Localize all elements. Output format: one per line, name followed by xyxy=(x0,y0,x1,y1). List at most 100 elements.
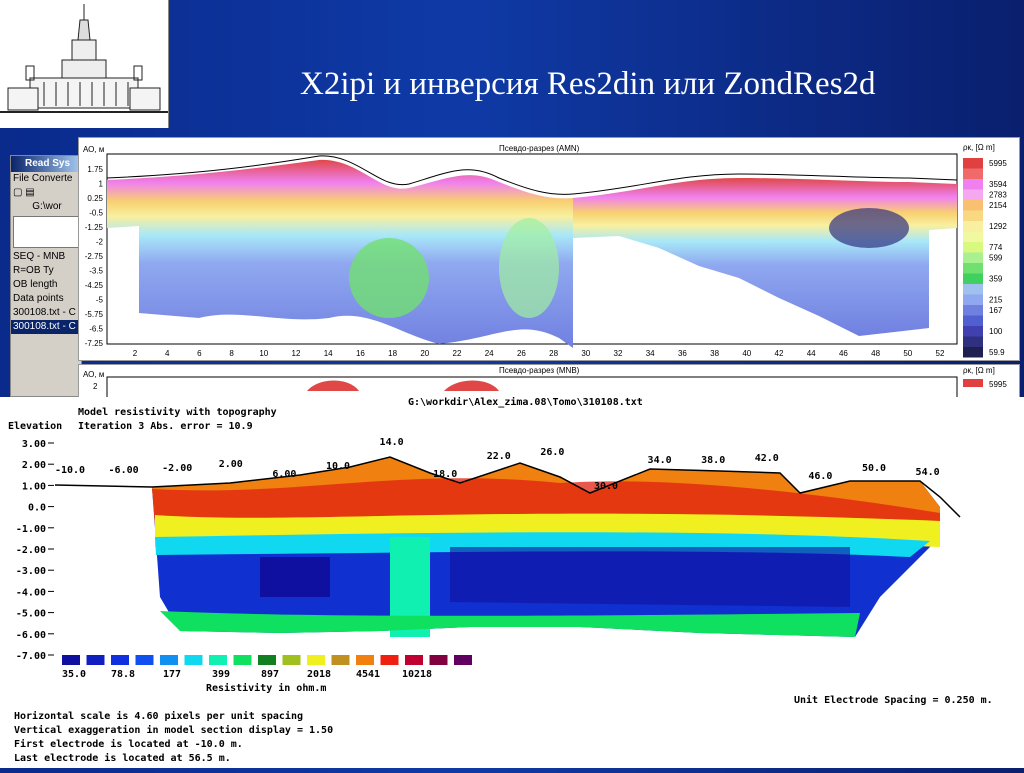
legend-title: ρк, [Ω m] xyxy=(963,143,995,152)
x-tick: 24 xyxy=(485,349,494,358)
topography-profile xyxy=(54,456,961,518)
hot-zone-1 xyxy=(307,380,359,391)
university-logo xyxy=(0,0,169,128)
legend-value: 100 xyxy=(989,327,1003,336)
electrode-label: 54.0 xyxy=(916,467,940,478)
legend-swatch xyxy=(963,294,983,305)
electrode-label: 42.0 xyxy=(755,453,779,464)
topography-line xyxy=(106,155,958,195)
seq-label: SEQ - MNB xyxy=(13,251,66,262)
elevation-tick: -2.00 xyxy=(16,545,46,556)
low-zone xyxy=(349,238,429,318)
elevation-tick: 3.00 xyxy=(22,439,46,450)
x-tick: 2 xyxy=(133,349,138,358)
electrode-label: -2.00 xyxy=(162,463,192,474)
menu-bar[interactable]: File Converte xyxy=(11,172,81,186)
model-resistivity-plot: G:\workdir\Alex_zima.08\Tomo\310108.txt … xyxy=(8,396,993,764)
y-tick: -4.25 xyxy=(85,281,104,290)
legend-value: 215 xyxy=(989,296,1003,305)
new-file-icon[interactable]: ▢ xyxy=(13,187,23,198)
x-tick: 52 xyxy=(936,349,945,358)
ob-type-label: R=OB Ty xyxy=(13,265,54,276)
note-vertical-exaggeration: Vertical exaggeration in model section d… xyxy=(14,724,333,736)
legend-value: 1292 xyxy=(989,222,1007,231)
legend-title-2: ρк, [Ω m] xyxy=(963,366,995,375)
legend-value: 774 xyxy=(989,243,1003,252)
resistivity-swatch xyxy=(454,655,472,665)
electrode-label: 30.0 xyxy=(594,481,618,492)
iteration-label: Iteration 3 Abs. error = 10.9 xyxy=(78,420,253,432)
resistivity-area-right xyxy=(573,178,957,336)
y-tick: 0.25 xyxy=(87,194,103,203)
x-tick: 44 xyxy=(807,349,816,358)
x-tick: 38 xyxy=(710,349,719,358)
menu-file[interactable]: File xyxy=(13,173,30,184)
legend-value: 167 xyxy=(989,306,1003,315)
legend-value: 2154 xyxy=(989,201,1007,210)
x-tick: 16 xyxy=(356,349,365,358)
legend-swatch xyxy=(963,252,983,263)
x-tick: 42 xyxy=(775,349,784,358)
elevation-tick: 1.00 xyxy=(22,481,46,492)
read-sys-window[interactable]: Read Sys File Converte ▢ ▤ G:\wor SEQ - … xyxy=(10,155,82,397)
resistivity-swatch xyxy=(62,655,80,665)
elevation-tick: -7.00 xyxy=(16,651,46,662)
legend-swatch xyxy=(963,231,983,242)
x-tick: 36 xyxy=(678,349,687,358)
x-tick: 12 xyxy=(292,349,301,358)
x-tick: 40 xyxy=(742,349,751,358)
legend-value: 3594 xyxy=(989,180,1007,189)
x-tick: 4 xyxy=(165,349,170,358)
x-tick: 50 xyxy=(903,349,912,358)
note-horizontal-scale: Horizontal scale is 4.60 pixels per unit… xyxy=(14,710,303,722)
resistivity-swatch xyxy=(160,655,178,665)
file-list-item-selected[interactable]: 300108.txt - C xyxy=(11,320,81,334)
data-points-button[interactable]: Data points xyxy=(13,293,64,304)
legend-swatch-2 xyxy=(963,379,983,387)
path-box[interactable] xyxy=(13,216,79,248)
legend-value: 5995 xyxy=(989,159,1007,168)
electrode-label: 14.0 xyxy=(380,437,404,448)
legend-swatch xyxy=(963,168,983,179)
file-list-item[interactable]: 300108.txt - C xyxy=(13,307,76,318)
legend-value: 599 xyxy=(989,254,1003,263)
elevation-tick: -5.00 xyxy=(16,609,46,620)
x-tick: 6 xyxy=(197,349,202,358)
resistivity-swatch xyxy=(307,655,325,665)
legend-swatch xyxy=(963,263,983,274)
electrode-label: 22.0 xyxy=(487,451,511,462)
hot-zone-2 xyxy=(444,380,499,391)
slide-title: X2ipi и инверсия Res2din или ZondRes2d xyxy=(300,66,876,102)
x-tick: 26 xyxy=(517,349,526,358)
resistivity-value: 897 xyxy=(261,669,279,680)
legend-swatch xyxy=(963,284,983,295)
electrode-label: 2.00 xyxy=(219,459,243,470)
resistivity-swatch xyxy=(111,655,129,665)
resistivity-value: 177 xyxy=(163,669,181,680)
legend-swatch xyxy=(963,242,983,253)
legend-value: 59.9 xyxy=(989,348,1005,357)
x-tick: 28 xyxy=(549,349,558,358)
note-first-electrode: First electrode is located at -10.0 m. xyxy=(14,738,243,750)
legend-swatch xyxy=(963,305,983,316)
model-resistivity-panel: G:\workdir\Alex_zima.08\Tomo\310108.txt … xyxy=(0,396,1024,768)
toolbar[interactable]: ▢ ▤ xyxy=(11,186,81,200)
resistivity-area-left xyxy=(107,159,573,348)
electrode-label: 34.0 xyxy=(648,455,672,466)
menu-convert[interactable]: Converte xyxy=(31,173,73,184)
resistivity-value: 2018 xyxy=(307,669,331,680)
y-tick: 1 xyxy=(99,180,104,189)
y-tick: -3.5 xyxy=(89,267,103,276)
x-tick: 10 xyxy=(259,349,268,358)
resistivity-value: 399 xyxy=(212,669,230,680)
electrode-label: 46.0 xyxy=(808,471,832,482)
plot-frame-2 xyxy=(106,376,958,397)
resistivity-swatch xyxy=(209,655,227,665)
resistivity-value: 4541 xyxy=(356,669,380,680)
x-tick: 48 xyxy=(871,349,880,358)
elevation-tick: -1.00 xyxy=(16,524,46,535)
resistivity-value: 10218 xyxy=(402,669,432,680)
x-tick: 32 xyxy=(614,349,623,358)
electrode-label: 38.0 xyxy=(701,455,725,466)
open-folder-icon[interactable]: ▤ xyxy=(25,187,35,198)
